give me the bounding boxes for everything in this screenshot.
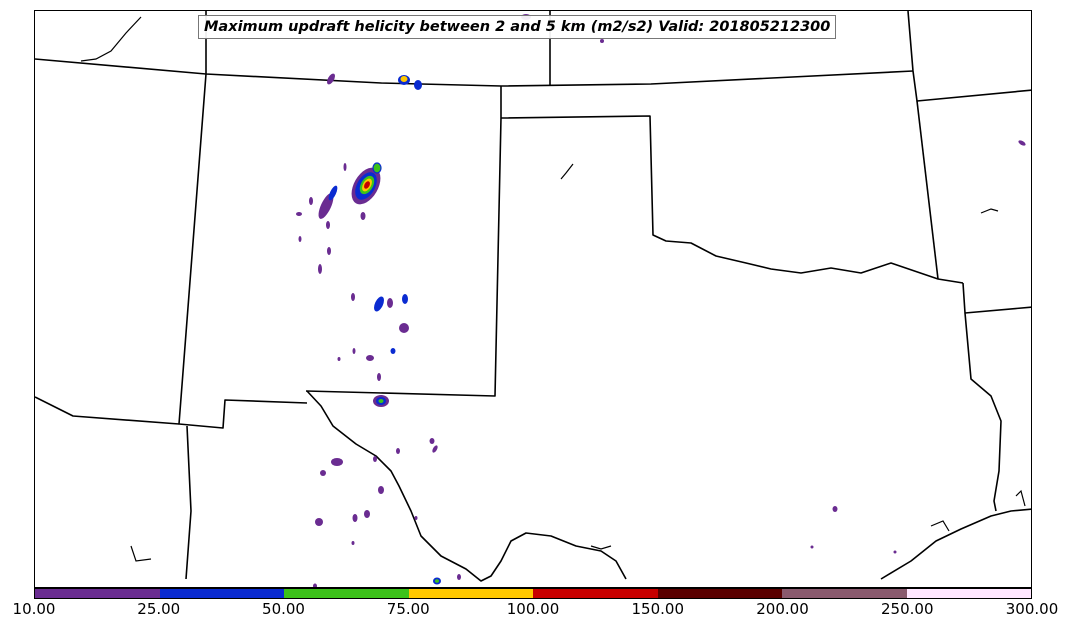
ok-tx-red-river-border bbox=[500, 115, 964, 284]
gulf-coast bbox=[880, 508, 1031, 580]
helicity-cell bbox=[320, 470, 326, 476]
map-title-text: Maximum updraft helicity between 2 and 5… bbox=[204, 19, 831, 35]
helicity-cell bbox=[352, 514, 358, 522]
helicity-cell bbox=[832, 506, 838, 512]
bay-outline bbox=[930, 520, 950, 532]
colorbar-segment bbox=[35, 589, 160, 598]
ok-mo-ar-border bbox=[916, 100, 939, 280]
helicity-cell bbox=[327, 247, 331, 255]
coastline-details bbox=[80, 16, 1026, 562]
colorbar-tick-label: 50.00 bbox=[262, 600, 305, 618]
az-nm-border bbox=[178, 73, 308, 429]
helicity-cell bbox=[315, 518, 323, 526]
helicity-cell bbox=[360, 212, 366, 220]
reservoir-outline bbox=[560, 163, 574, 180]
az-mexico-border bbox=[185, 425, 192, 580]
helicity-cell bbox=[378, 486, 384, 494]
great-salt-lake-shore bbox=[80, 16, 142, 62]
helicity-cell bbox=[351, 293, 355, 301]
map-title: Maximum updraft helicity between 2 and 5… bbox=[198, 15, 837, 39]
colorbar-segment bbox=[782, 589, 907, 598]
colorbar-tick-label: 75.00 bbox=[386, 600, 430, 618]
helicity-cell bbox=[600, 39, 604, 43]
helicity-cell bbox=[400, 76, 408, 82]
helicity-cell bbox=[296, 212, 302, 216]
colorbar-tick-label: 300.00 bbox=[1005, 600, 1059, 618]
helicity-cell bbox=[313, 583, 317, 587]
helicity-cell bbox=[352, 348, 356, 354]
helicity-cell bbox=[457, 574, 461, 580]
colorado-kansas-southern-border bbox=[35, 58, 914, 87]
helicity-cell bbox=[364, 510, 370, 518]
helicity-cell bbox=[366, 355, 374, 361]
helicity-cell bbox=[396, 448, 400, 454]
colorbar-segment bbox=[408, 589, 533, 598]
colorbar-segment bbox=[657, 589, 782, 598]
colorbar-tick-label: 25.00 bbox=[137, 600, 181, 618]
ca-az-border bbox=[35, 396, 180, 425]
reservoir-outline-east bbox=[980, 208, 999, 214]
state-boundaries bbox=[35, 11, 1031, 582]
helicity-cell bbox=[402, 294, 408, 304]
helicity-cell bbox=[331, 458, 343, 466]
colorbar-tick-label: 150.00 bbox=[631, 600, 685, 618]
helicity-cell bbox=[373, 456, 377, 462]
nm-tx-border bbox=[305, 86, 502, 397]
colorbar-tick-label: 200.00 bbox=[756, 600, 809, 618]
helicity-cell bbox=[326, 221, 330, 229]
colorbar-segment bbox=[284, 589, 409, 598]
colorbar-segment bbox=[533, 589, 658, 598]
helicity-cell bbox=[337, 357, 341, 361]
helicity-swaths bbox=[296, 14, 1026, 587]
colorbar-segment bbox=[906, 589, 1031, 598]
helicity-cell bbox=[429, 438, 435, 444]
reservoir-outline-west bbox=[130, 545, 152, 562]
helicity-cell bbox=[390, 348, 396, 354]
helicity-cell bbox=[1018, 140, 1026, 146]
helicity-cell bbox=[893, 550, 897, 554]
helicity-cell bbox=[328, 185, 338, 201]
helicity-cell bbox=[387, 298, 393, 308]
colorbar-tick-label: 10.00 bbox=[12, 600, 56, 618]
helicity-cell bbox=[432, 445, 438, 453]
ks-mo-border bbox=[907, 11, 1031, 102]
colorbar-tick-label: 100.00 bbox=[506, 600, 560, 618]
helicity-cell bbox=[399, 323, 409, 333]
amistad-reservoir bbox=[590, 545, 612, 550]
helicity-cell bbox=[343, 163, 347, 171]
helicity-cell bbox=[414, 516, 418, 520]
colorbar-segment bbox=[159, 589, 284, 598]
colorbar-labels: 10.00 25.00 50.00 75.00 100.00 150.00 200.00 25… bbox=[0, 600, 1070, 624]
map-panel bbox=[34, 10, 1032, 588]
colorbar bbox=[34, 588, 1032, 599]
map-canvas bbox=[35, 11, 1031, 587]
helicity-cell bbox=[414, 80, 422, 90]
helicity-cell bbox=[810, 545, 814, 549]
helicity-cell-core bbox=[378, 399, 384, 403]
helicity-cell bbox=[309, 197, 313, 205]
tx-la-sabine-border bbox=[964, 312, 1002, 512]
helicity-cell-core bbox=[364, 181, 370, 189]
ar-la-border bbox=[962, 282, 1031, 314]
helicity-cell bbox=[372, 162, 382, 174]
helicity-cell bbox=[327, 73, 335, 85]
helicity-cell bbox=[318, 264, 322, 274]
helicity-cell bbox=[435, 579, 439, 583]
colorbar-tick-label: 250.00 bbox=[881, 600, 934, 618]
helicity-cell bbox=[374, 296, 384, 312]
helicity-cell bbox=[298, 236, 302, 242]
rio-grande-border bbox=[306, 390, 627, 582]
helicity-cell bbox=[377, 373, 381, 381]
helicity-cell bbox=[351, 541, 355, 545]
bay-outline-east bbox=[1015, 489, 1026, 507]
